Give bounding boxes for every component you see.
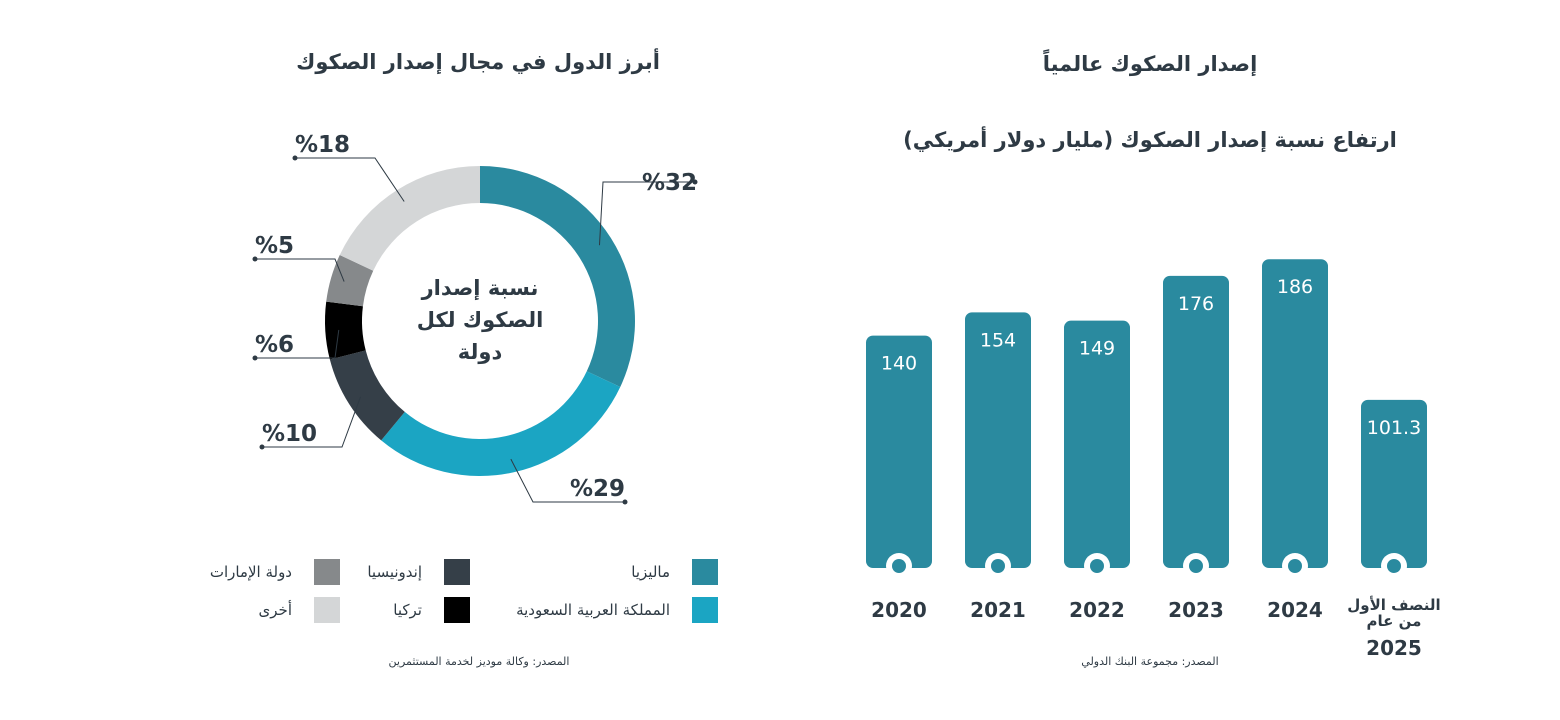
donut-leader-dot bbox=[252, 256, 258, 262]
bar-category-label: 2021 bbox=[970, 598, 1026, 622]
legend-swatch bbox=[444, 597, 470, 623]
left-source: المصدر: وكالة موديز لخدمة المستثمرين bbox=[388, 655, 570, 668]
donut-slice-label: %29 bbox=[570, 476, 625, 502]
bar-marker-dot bbox=[991, 559, 1005, 573]
legend-label: أخرى bbox=[258, 601, 292, 619]
donut-slice bbox=[339, 166, 480, 271]
bar bbox=[866, 335, 932, 568]
bar-category-label: 2025 bbox=[1366, 636, 1422, 660]
bar-series bbox=[866, 259, 1427, 579]
donut-leader-dot bbox=[252, 355, 258, 361]
left-panel-title: أبرز الدول في مجال إصدار الصكوك bbox=[296, 50, 660, 74]
donut-slices bbox=[325, 166, 635, 477]
legend-item: تركيا bbox=[393, 597, 470, 623]
bar-value-label: 154 bbox=[980, 329, 1016, 351]
legend-label: المملكة العربية السعودية bbox=[516, 601, 670, 619]
donut-leader-dot bbox=[292, 155, 298, 161]
donut-center-line: الصكوك لكل bbox=[417, 308, 544, 332]
donut-slice-label: %10 bbox=[262, 421, 317, 447]
donut-leader-line bbox=[255, 258, 345, 282]
donut-leader-line bbox=[262, 396, 361, 448]
donut-slice bbox=[329, 350, 405, 441]
bar-chart-subtitle: ارتفاع نسبة إصدار الصكوك (مليار دولار أم… bbox=[903, 128, 1397, 152]
donut-slice-label: %18 bbox=[295, 132, 350, 158]
bar-category-label: 2024 bbox=[1267, 598, 1323, 622]
bar-category-label: 2023 bbox=[1168, 598, 1224, 622]
donut-slice-label: %5 bbox=[255, 233, 294, 259]
donut-leader-line bbox=[510, 458, 625, 503]
bar-value-label: 186 bbox=[1277, 276, 1313, 298]
donut-center-line: نسبة إصدار bbox=[421, 276, 539, 300]
donut-slice-label: %32 bbox=[642, 170, 697, 196]
donut-slice bbox=[381, 371, 621, 477]
bar bbox=[965, 312, 1031, 568]
donut-leader-line bbox=[598, 181, 695, 246]
bar-value-label: 149 bbox=[1079, 338, 1115, 360]
donut-leader-dot bbox=[259, 444, 265, 450]
legend-item: المملكة العربية السعودية bbox=[516, 597, 718, 623]
donut-leader-dot bbox=[622, 499, 628, 505]
donut-leader-dot bbox=[692, 179, 698, 185]
bar-marker-dot bbox=[1090, 559, 1104, 573]
bar bbox=[1163, 275, 1229, 568]
donut-slice bbox=[480, 166, 635, 387]
bar-category-label: من عام bbox=[1367, 612, 1422, 630]
bar-marker-dot bbox=[1387, 559, 1401, 573]
bar-category-label: النصف الأول bbox=[1347, 596, 1440, 614]
bar bbox=[1064, 320, 1130, 568]
legend-swatch bbox=[444, 559, 470, 585]
donut-chart: %32 %29 %10 %6 %5 %18 نسبة إصدار الصكوك لكل دول… bbox=[252, 132, 698, 505]
bar-value-label: 140 bbox=[881, 353, 917, 375]
legend-label: تركيا bbox=[393, 601, 422, 619]
legend-item: أخرى bbox=[259, 597, 340, 623]
legend-label: دولة الإمارات bbox=[209, 563, 292, 581]
legend-swatch bbox=[314, 597, 340, 623]
bar-marker-dot bbox=[1189, 559, 1203, 573]
bar bbox=[1262, 259, 1328, 568]
bar-value-labels: 140 154 149 176 186 101.3 bbox=[881, 276, 1421, 439]
donut-leader-line bbox=[295, 157, 405, 202]
bar-category-label: 2020 bbox=[871, 598, 927, 622]
donut-slice bbox=[326, 255, 374, 307]
legend-label: إندونيسيا bbox=[367, 563, 422, 581]
legend-swatch bbox=[692, 597, 718, 623]
legend-item: دولة الإمارات bbox=[210, 559, 340, 585]
bar-marker-dot bbox=[1288, 559, 1302, 573]
donut-slice-label: %6 bbox=[255, 332, 294, 358]
legend-swatch bbox=[692, 559, 718, 585]
legend-item: ماليزيا bbox=[631, 559, 718, 585]
bar-marker-dot bbox=[892, 559, 906, 573]
right-panel-title: إصدار الصكوك عالمياً bbox=[1042, 52, 1258, 76]
right-source: المصدر: مجموعة البنك الدولي bbox=[1081, 655, 1219, 668]
legend-item: إندونيسيا bbox=[367, 559, 470, 585]
bar bbox=[1361, 399, 1427, 568]
donut-center-line: دولة bbox=[458, 340, 503, 364]
donut-center-label: نسبة إصدار الصكوك لكل دولة bbox=[417, 276, 544, 364]
legend-swatch bbox=[314, 559, 340, 585]
legend-label: ماليزيا bbox=[631, 563, 670, 581]
donut-slice bbox=[325, 301, 366, 360]
donut-leader-lines bbox=[252, 155, 698, 505]
donut-leader-line bbox=[255, 329, 340, 359]
bar-category-label: 2022 bbox=[1069, 598, 1125, 622]
donut-slice-labels: %32 %29 %10 %6 %5 %18 bbox=[255, 132, 697, 502]
bar-value-label: 101.3 bbox=[1367, 417, 1421, 439]
bar-value-label: 176 bbox=[1178, 293, 1214, 315]
